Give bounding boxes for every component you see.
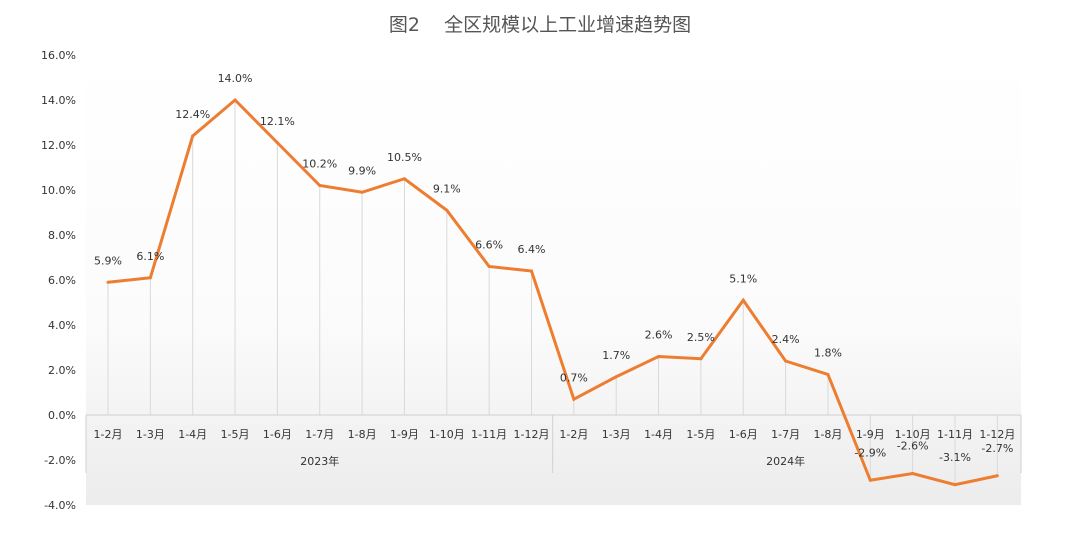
data-point bbox=[614, 375, 618, 379]
data-point bbox=[572, 397, 576, 401]
data-label: 6.1% bbox=[136, 250, 164, 263]
data-point bbox=[402, 177, 406, 181]
data-point bbox=[657, 355, 661, 358]
y-tick-label: -4.0% bbox=[44, 499, 76, 512]
data-point bbox=[148, 276, 152, 280]
x-tick-label: 1-9月 bbox=[856, 428, 885, 441]
data-label: 10.2% bbox=[302, 158, 337, 171]
year-label: 2023年 bbox=[300, 454, 339, 468]
x-tick-label: 1-11月 bbox=[937, 428, 973, 441]
data-point bbox=[360, 190, 364, 194]
y-tick-label: 6.0% bbox=[48, 274, 76, 287]
data-label: 9.1% bbox=[433, 182, 461, 195]
data-label: 12.4% bbox=[175, 108, 210, 121]
data-label: 6.4% bbox=[518, 243, 546, 256]
x-tick-label: 1-7月 bbox=[305, 428, 334, 441]
data-point bbox=[826, 373, 830, 376]
x-tick-label: 1-6月 bbox=[729, 428, 758, 441]
series-line bbox=[107, 97, 998, 487]
x-tick-label: 1-12月 bbox=[979, 428, 1015, 441]
data-point bbox=[233, 98, 237, 102]
data-point bbox=[995, 474, 999, 478]
x-tick-label: 1-8月 bbox=[813, 428, 842, 441]
data-label: 2.4% bbox=[772, 333, 800, 346]
data-point bbox=[699, 357, 703, 361]
y-tick-label: 14.0% bbox=[41, 94, 76, 107]
data-label: 2.5% bbox=[687, 331, 715, 344]
data-label: 2.6% bbox=[645, 329, 673, 342]
y-tick-label: 4.0% bbox=[48, 319, 76, 332]
x-tick-label: 1-4月 bbox=[178, 428, 207, 441]
data-label: 12.1% bbox=[260, 115, 295, 128]
x-tick-label: 1-12月 bbox=[514, 428, 550, 441]
data-label: 10.5% bbox=[387, 151, 422, 164]
data-point bbox=[445, 208, 449, 212]
data-point bbox=[191, 134, 195, 138]
chart-title: 图2 全区规模以上工业增速趋势图 bbox=[389, 14, 691, 36]
year-label: 2024年 bbox=[766, 454, 805, 468]
data-label: -2.9% bbox=[854, 446, 886, 459]
data-label: 5.9% bbox=[94, 254, 122, 267]
y-tick-label: 12.0% bbox=[41, 139, 76, 152]
data-label: 0.7% bbox=[560, 371, 588, 384]
data-label: 14.0% bbox=[218, 72, 253, 85]
data-label: -2.6% bbox=[897, 440, 929, 453]
data-point bbox=[741, 298, 745, 302]
plot-background bbox=[86, 55, 1021, 505]
data-label: 9.9% bbox=[348, 164, 376, 177]
x-tick-label: 1-11月 bbox=[471, 428, 507, 441]
x-tick-label: 1-6月 bbox=[263, 428, 292, 441]
x-tick-label: 1-7月 bbox=[771, 428, 800, 441]
data-label: 1.8% bbox=[814, 347, 842, 360]
data-label: 1.7% bbox=[602, 349, 630, 362]
x-tick-label: 1-5月 bbox=[221, 428, 250, 441]
y-tick-label: 16.0% bbox=[41, 49, 76, 62]
data-point bbox=[487, 265, 491, 268]
y-tick-label: 2.0% bbox=[48, 364, 76, 377]
data-point bbox=[911, 472, 915, 475]
x-tick-label: 1-2月 bbox=[94, 428, 123, 441]
x-tick-label: 1-3月 bbox=[136, 428, 165, 441]
data-label: -3.1% bbox=[939, 451, 971, 464]
x-tick-label: 1-3月 bbox=[602, 428, 631, 441]
x-tick-label: 1-4月 bbox=[644, 428, 673, 441]
data-point bbox=[106, 280, 110, 284]
data-label: 6.6% bbox=[475, 239, 503, 252]
y-tick-label: 10.0% bbox=[41, 184, 76, 197]
x-tick-label: 1-10月 bbox=[429, 428, 465, 441]
x-tick-label: 1-8月 bbox=[348, 428, 377, 441]
x-tick-label: 1-9月 bbox=[390, 428, 419, 441]
x-tick-label: 1-5月 bbox=[686, 428, 715, 441]
x-tick-label: 1-10月 bbox=[895, 428, 931, 441]
data-point bbox=[275, 141, 279, 145]
y-tick-label: 8.0% bbox=[48, 229, 76, 242]
x-tick-label: 1-2月 bbox=[559, 428, 588, 441]
data-label: -2.7% bbox=[981, 442, 1013, 455]
data-point bbox=[530, 269, 533, 273]
data-point bbox=[953, 483, 957, 487]
data-label: 5.1% bbox=[729, 272, 757, 285]
data-point bbox=[318, 184, 322, 187]
data-point bbox=[868, 478, 872, 482]
y-tick-label: 0.0% bbox=[48, 409, 76, 422]
y-tick-label: -2.0% bbox=[44, 454, 76, 467]
data-point bbox=[784, 359, 788, 363]
